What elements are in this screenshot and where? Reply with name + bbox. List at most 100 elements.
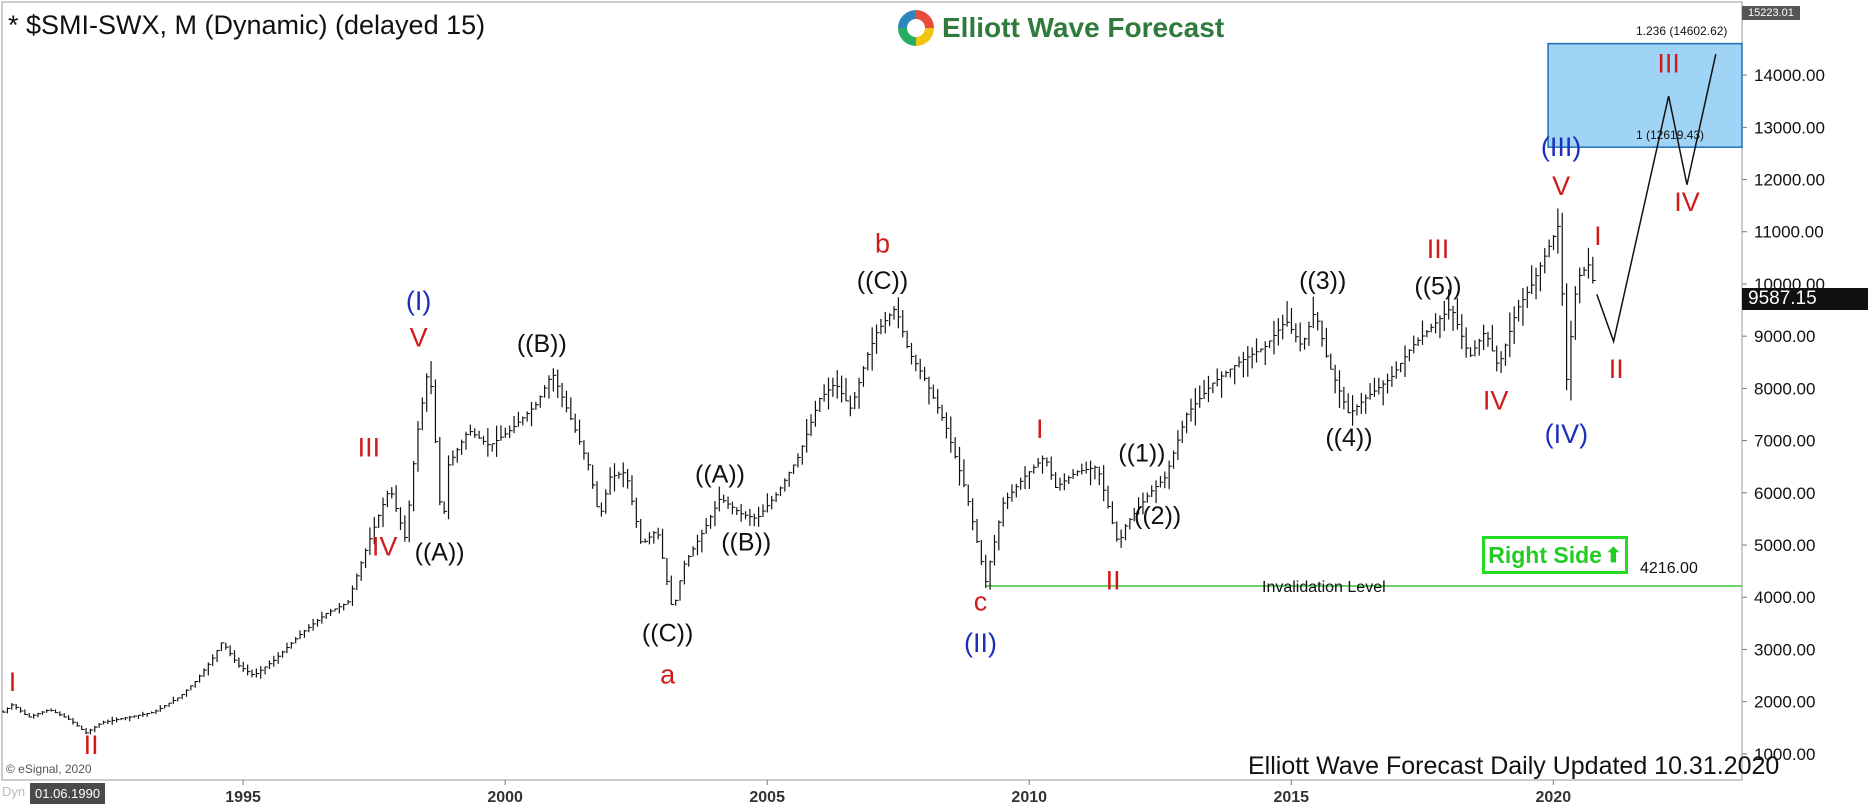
price-bar [1295,323,1299,343]
wave-label: V [410,323,428,353]
price-bar [478,430,483,439]
price-bar [1378,377,1382,395]
price-bar [1583,266,1588,277]
price-bar [408,500,413,543]
x-tick-label: 2010 [1011,789,1047,806]
price-bar [168,702,173,707]
price-bar [347,599,352,605]
price-bar [932,384,937,399]
price-bar [412,460,417,512]
price-bar [1229,368,1234,378]
price-bar [81,725,85,731]
wave-label: II [1609,354,1624,384]
price-bar [356,573,360,591]
price-bar [72,717,76,725]
brand-name: Elliott Wave Forecast [942,12,1225,43]
price-bar [902,310,906,338]
x-axis: 1995 2000 2005 2010 2015 2020 [225,780,1571,806]
y-tick-label: 5000.00 [1754,536,1815,555]
price-bar [1347,393,1352,414]
price-bar [1500,351,1505,373]
price-bar [709,514,714,529]
target-zone-box [1547,42,1743,148]
price-bar [98,723,103,728]
price-bar [1526,286,1531,308]
price-bar [1496,345,1500,372]
price-bar [1133,507,1138,522]
price-bar [1146,492,1151,503]
price-bar [972,498,976,531]
price-bar [1317,312,1321,331]
price-bar [1063,473,1068,491]
y-axis: 1000.00 2000.00 3000.00 4000.00 5000.00 6000.… [1742,66,1825,764]
price-bar [325,612,330,619]
x-tick-label: 2005 [749,789,785,806]
price-bar [1238,356,1243,368]
price-bar [1290,307,1295,334]
wave-label: ((A)) [695,460,745,488]
wave-label: c [974,586,988,616]
price-bar [1299,322,1304,352]
price-bar [102,720,107,725]
price-bar [1164,471,1168,489]
price-bar [1434,313,1439,334]
price-bar [941,404,946,421]
price-bar [705,518,710,534]
price-bar [1207,375,1212,403]
price-bar [771,495,775,510]
price-bar [928,376,932,405]
price-bar [1517,299,1522,322]
price-bar [85,728,90,735]
wave-label: ((B)) [721,528,771,556]
price-bar [723,494,727,503]
price-bar [910,342,915,365]
price-bar [1522,288,1526,326]
price-bar [54,709,59,714]
price-bar [1417,337,1422,346]
price-bar [426,373,430,412]
price-bar [1046,457,1050,467]
price-bar [1089,460,1094,486]
price-bar [696,534,701,556]
price-bar [626,468,631,489]
price-bar [1356,404,1360,416]
update-footer: Elliott Wave Forecast Daily Updated 10.3… [1248,752,1780,780]
price-bar [701,529,705,553]
x-tick-label: 1995 [225,789,261,806]
wave-label: ((3)) [1299,267,1346,295]
price-bar [386,490,391,508]
price-bar [849,395,854,417]
price-bar [1081,463,1085,475]
price-bar [535,401,539,410]
price-bar [578,419,583,445]
price-bar [1421,320,1426,345]
price-bar [1566,283,1570,391]
price-bar [198,674,203,683]
price-bar [950,416,954,453]
price-bar [1216,368,1221,387]
price-bar [1579,267,1583,304]
price-bar [819,397,823,412]
price-bar [958,446,963,486]
price-bar [1391,366,1395,387]
price-bar [530,401,535,427]
price-bar [76,721,81,727]
price-bar [378,514,382,528]
price-bar [172,696,177,704]
price-bar [954,437,959,459]
price-bar [1015,483,1020,498]
price-bar [1535,267,1540,300]
price-bar [421,397,426,431]
price-bar [1430,323,1435,333]
price-bar [369,527,373,555]
price-bar [784,478,788,492]
price-bar [264,666,269,675]
price-bar [1002,497,1007,527]
price-bar [919,358,924,380]
invalidation-value: 4216.00 [1640,560,1698,577]
price-bar [1269,340,1273,349]
price-bar [766,493,771,513]
price-bar [129,716,133,722]
price-bar [1194,388,1199,426]
